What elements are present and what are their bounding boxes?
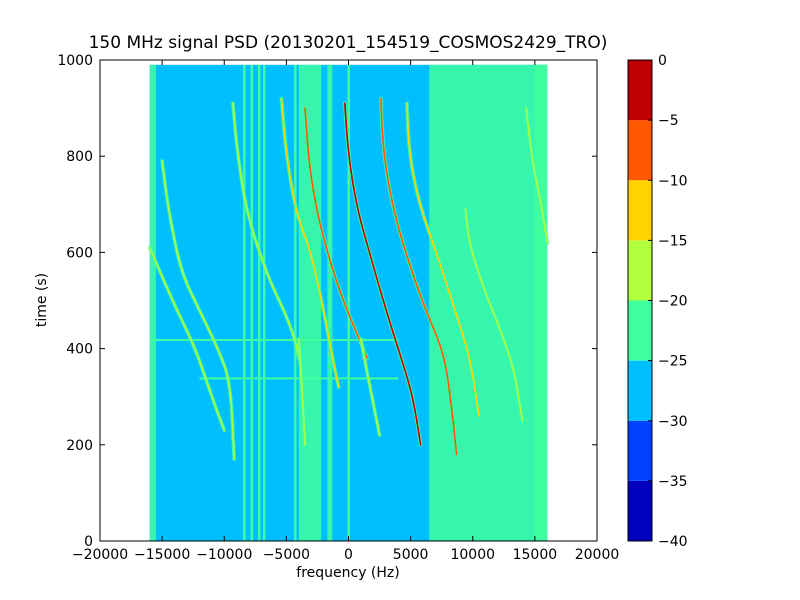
signal-trace	[232, 102, 301, 364]
signal-trace	[360, 338, 381, 436]
signal-trace	[304, 107, 368, 359]
y-tick-label: 400	[66, 342, 93, 358]
carrier-line	[250, 64, 253, 541]
x-tick-label: −5000	[263, 547, 310, 563]
colorbar-tick-label: −40	[658, 534, 688, 550]
signal-trace	[380, 97, 458, 456]
carrier-line	[258, 64, 261, 541]
carrier-line	[537, 64, 541, 541]
colorbar-segment	[628, 420, 652, 481]
signal-trace	[464, 208, 524, 422]
x-tick-label: 10000	[450, 547, 495, 563]
colorbar-segment	[628, 60, 652, 121]
signal-trace	[280, 97, 340, 388]
carrier-line	[263, 64, 266, 541]
colorbar-segment	[628, 300, 652, 361]
signal-trace	[525, 107, 549, 244]
carrier-line	[347, 64, 350, 541]
colorbar-tick-label: −20	[658, 294, 688, 310]
y-tick-label: 800	[66, 149, 93, 165]
colorbar-tick-label: −25	[658, 354, 688, 370]
colorbar-tick-label: −35	[658, 474, 688, 490]
carrier-line	[243, 64, 246, 541]
colorbar-tick-label: −15	[658, 233, 688, 249]
colorbar-tick-label: −10	[658, 173, 688, 189]
x-axis-label: frequency (Hz)	[296, 565, 399, 581]
x-tick-label: 20000	[575, 547, 620, 563]
signal-trace	[161, 160, 235, 460]
heatmap-band	[298, 64, 322, 541]
x-axis: −20000 −15000 −10000 −5000 0 5000 10000 15000 20…	[72, 60, 619, 563]
y-tick-label: 1000	[57, 53, 93, 69]
y-axis-label: time (s)	[34, 273, 50, 327]
x-tick-label: 5000	[393, 547, 429, 563]
signal-trace	[344, 102, 422, 446]
heatmap-band	[149, 64, 156, 541]
x-tick-label: 15000	[513, 547, 558, 563]
colorbar-tick-label: −5	[658, 113, 679, 129]
y-tick-label: 600	[66, 245, 93, 261]
colorbar-segment	[628, 180, 652, 241]
x-tick-label: 0	[344, 547, 353, 563]
colorbar-tick-label: 0	[658, 53, 667, 69]
signal-trace	[406, 102, 480, 417]
y-tick-label: 0	[84, 534, 93, 550]
signal-trace	[148, 246, 226, 432]
colorbar-segment	[628, 360, 652, 421]
heatmap-band	[327, 64, 333, 541]
x-tick-label: −20000	[72, 547, 128, 563]
colorbar-tick-label: −30	[658, 414, 688, 430]
colorbar-segment	[628, 240, 652, 301]
colorbar-segment	[628, 480, 652, 541]
x-tick-label: −15000	[134, 547, 190, 563]
carrier-line	[294, 64, 297, 541]
signal-traces	[147, 96, 550, 461]
burst-line	[149, 338, 399, 341]
chart-title: 150 MHz signal PSD (20130201_154519_COSM…	[89, 33, 608, 53]
burst-line	[199, 377, 399, 380]
colorbar: −40 −35 −30 −25 −20 −15 −10 −5 0	[627, 53, 688, 550]
x-tick-label: −10000	[196, 547, 252, 563]
signal-trace	[298, 338, 306, 446]
colorbar-segment	[628, 120, 652, 181]
y-tick-label: 200	[66, 438, 93, 454]
heatmap-band	[534, 64, 548, 541]
y-axis: 0 200 400 600 800 1000	[57, 53, 597, 550]
